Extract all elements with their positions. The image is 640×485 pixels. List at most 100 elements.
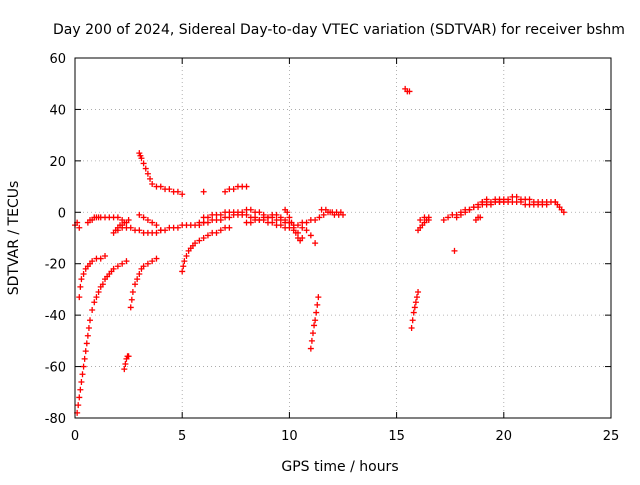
x-tick-label: 10 (281, 429, 298, 444)
data-point-arc-r (320, 211, 327, 218)
data-point-arc-h (157, 183, 164, 190)
data-point-arc-x (417, 217, 424, 223)
data-point-arc-l (204, 219, 211, 226)
data-point-arc-p (256, 217, 263, 223)
data-point-arc-g (132, 281, 139, 288)
data-point-arc-q (299, 235, 306, 241)
data-point-arc-j (174, 224, 181, 231)
data-point-arc-u (406, 88, 413, 95)
data-point-arc-p (247, 219, 254, 226)
y-axis-title: SDTVAR / TECUs (6, 181, 22, 296)
x-tick-label: 25 (603, 429, 620, 444)
data-point-arc-t (314, 301, 321, 308)
data-point-arc-k (217, 227, 224, 234)
data-point-arc-t (313, 309, 320, 316)
data-point-arc-o (200, 188, 207, 195)
data-point-arc-k (180, 263, 187, 270)
y-tick-label: 0 (58, 206, 66, 221)
data-point-arc-p (264, 214, 271, 221)
data-point-arc-v (412, 299, 419, 306)
data-point-arc-c (76, 394, 83, 401)
data-point-arc-v (409, 317, 416, 324)
y-tick-label: -20 (45, 258, 66, 273)
data-point-arc-f (121, 366, 128, 373)
data-point-arc-q (288, 219, 295, 226)
data-point-arc-q (286, 214, 293, 221)
data-point-arc-ab (513, 193, 520, 200)
data-point-arc-q (290, 224, 297, 231)
data-point-arc-z (457, 211, 464, 218)
data-point-arc-a (76, 224, 83, 231)
data-point-arc-q (284, 209, 291, 216)
data-point-arc-l (217, 217, 224, 223)
data-point-arc-c (85, 325, 92, 331)
data-point-arc-m (303, 227, 310, 234)
data-point-arc-m (299, 224, 306, 231)
data-point-arc-b (89, 258, 96, 265)
data-point-arc-c (82, 348, 89, 355)
data-point-arc-i (153, 222, 160, 229)
data-point-arc-k (196, 237, 203, 244)
data-point-arc-s (322, 206, 329, 213)
data-point-arc-y (445, 214, 452, 221)
data-point-arc-r (312, 217, 319, 223)
data-point-arc-g (144, 260, 151, 267)
data-point-arc-i (136, 211, 143, 218)
data-point-arc-g (128, 296, 135, 303)
y-tick-label: -40 (45, 309, 66, 324)
data-point-arc-t (308, 337, 315, 344)
x-axis-title: GPS time / hours (281, 459, 398, 475)
y-tick-label: -60 (45, 361, 66, 376)
data-point-arc-ab (526, 196, 533, 203)
chart-title: Day 200 of 2024, Sidereal Day-to-day VTE… (53, 22, 625, 38)
data-point-arc-s (327, 209, 334, 216)
data-point-arc-k (226, 224, 233, 231)
data-point-arc-j (136, 227, 143, 234)
data-point-arc-c (75, 402, 82, 409)
data-point-arc-e (125, 217, 132, 223)
data-point-arc-b (102, 253, 109, 259)
y-tick-label: 60 (49, 52, 66, 67)
data-point-arc-z (466, 206, 473, 213)
data-point-arc-d (114, 214, 121, 221)
data-point-arc-ad (560, 209, 567, 216)
data-point-arc-h (166, 186, 173, 193)
x-tick-label: 20 (496, 429, 513, 444)
data-point-arc-ac (517, 199, 524, 205)
axis-ticks: 0 5 10 15 20 25 -80 -60 -40 -20 0 20 40 60 (45, 52, 620, 444)
y-tick-label: 40 (49, 103, 66, 118)
data-point-arc-c (114, 263, 121, 270)
data-point-arc-i (140, 214, 147, 221)
data-point-arc-g (149, 258, 156, 265)
data-point-arc-k (179, 268, 186, 275)
data-point-arc-b (76, 294, 83, 301)
x-tick-label: 5 (178, 429, 186, 444)
data-point-arc-p (273, 211, 280, 218)
data-point-arc-m (247, 206, 254, 213)
data-point-arc-z (475, 201, 482, 208)
data-point-arc-c (93, 294, 100, 301)
data-point-arc-k (181, 258, 188, 265)
data-point-arc-c (119, 260, 126, 267)
data-point-arc-n (222, 188, 229, 195)
data-point-arc-g (153, 255, 160, 262)
data-point-arc-v (410, 309, 417, 316)
x-tick-label: 0 (71, 429, 79, 444)
data-point-arc-l (196, 222, 203, 229)
data-point-arc-n (243, 183, 250, 190)
data-point-arc-z (462, 209, 469, 216)
data-point-arc-m (239, 209, 246, 216)
data-point-arc-t (315, 294, 322, 301)
data-point-arc-l (243, 211, 250, 218)
data-point-arc-ae (477, 214, 484, 221)
data-point-arc-x (425, 214, 432, 221)
data-point-arc-c (91, 299, 98, 306)
data-point-arc-k (204, 232, 211, 239)
data-point-arc-ac (543, 201, 550, 208)
data-point-arc-n (230, 186, 237, 193)
data-point-arc-h (179, 191, 186, 198)
data-point-arc-h (140, 160, 147, 167)
data-point-arc-m (307, 232, 314, 239)
data-point-arc-k (192, 240, 199, 247)
